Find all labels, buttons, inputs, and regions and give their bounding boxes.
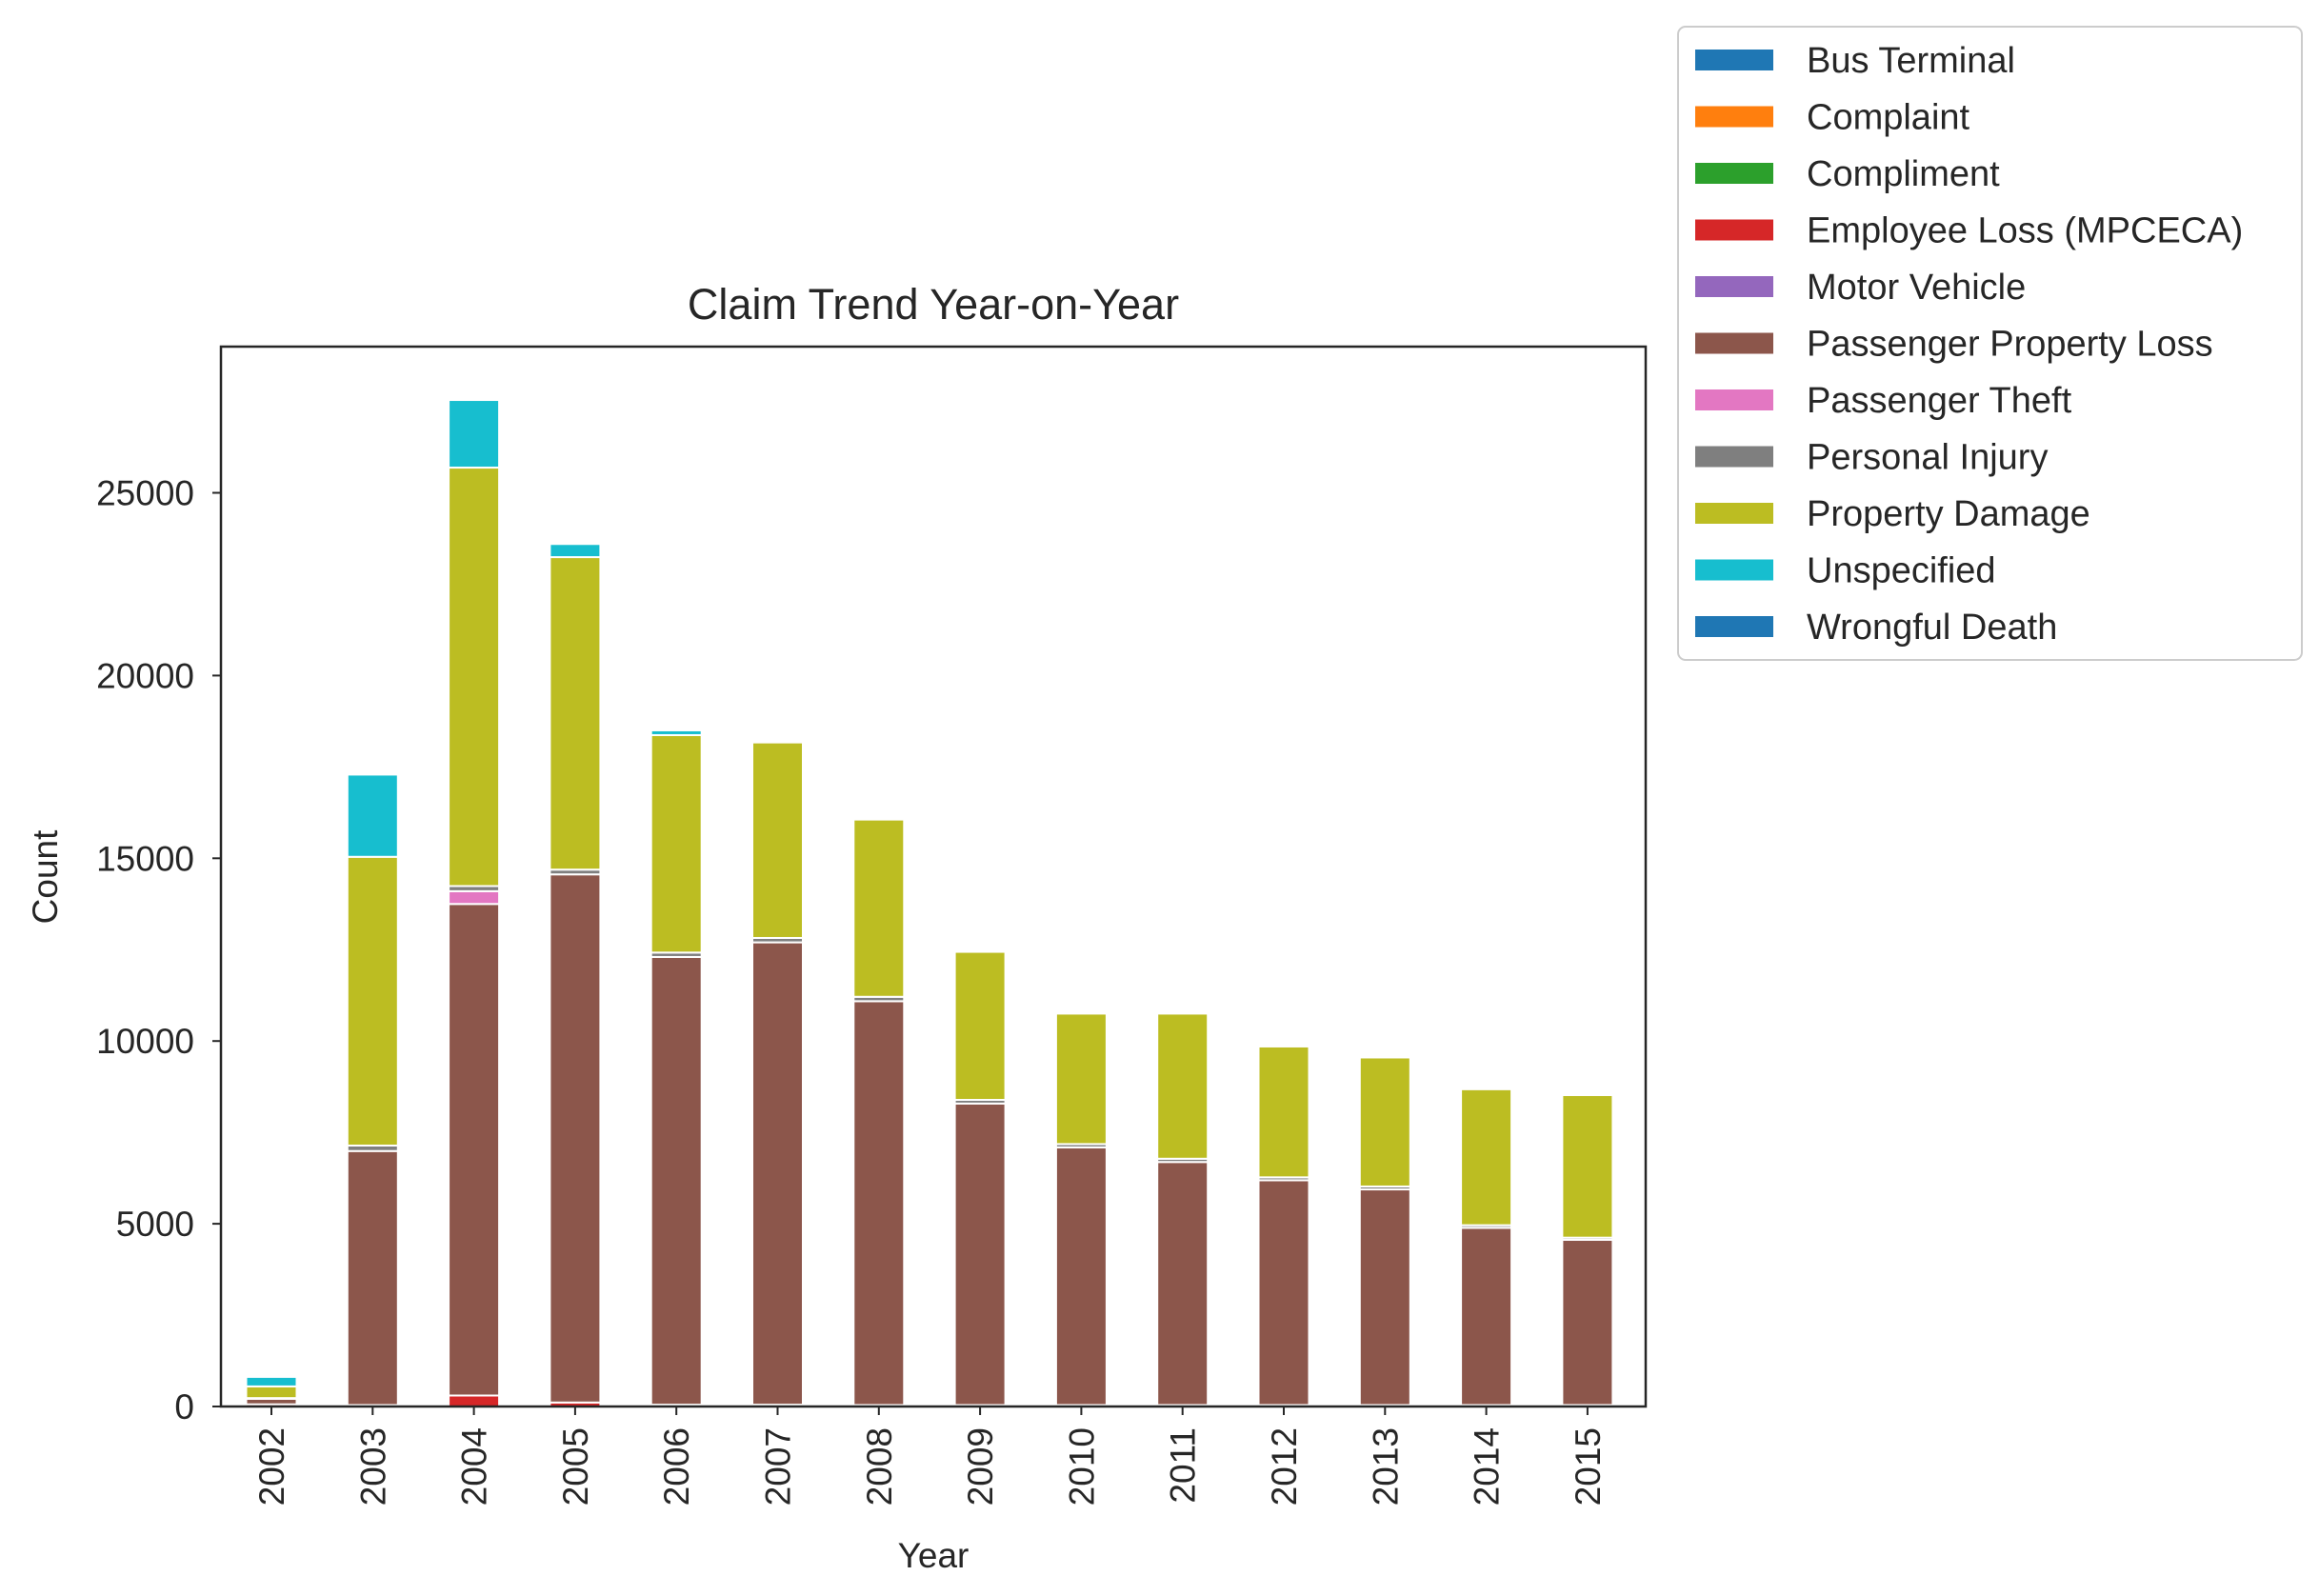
- bar-segment-2003-series-8: [346, 855, 399, 1147]
- bar-segment-2005-series-5: [549, 873, 602, 1404]
- bar-segment-2008-series-5: [852, 1000, 906, 1406]
- bar-segment-2009-series-8: [953, 950, 1007, 1101]
- x-tick-label-2009: 2009: [961, 1427, 1000, 1506]
- bar-segment-2005-series-8: [549, 556, 602, 871]
- x-tick-label-2011: 2011: [1164, 1427, 1203, 1504]
- bar-segment-2013-series-5: [1358, 1188, 1411, 1406]
- x-tick-label-2008: 2008: [860, 1427, 899, 1506]
- legend-label-10: Wrongful Death: [1807, 608, 2057, 648]
- x-axis-ticks: 2002 2003 2004 2005 2006 2007 2008 2009 2010 2011…: [252, 1406, 1608, 1506]
- legend-swatch-0: [1695, 50, 1773, 70]
- bar-segment-2004-series-8: [448, 467, 501, 888]
- legend-label-5: Passenger Property Loss: [1807, 325, 2213, 365]
- bar-segment-2002-series-8: [245, 1385, 298, 1400]
- bar-segment-2009-series-5: [953, 1102, 1007, 1406]
- legend-swatch-7: [1695, 446, 1773, 468]
- y-tick-label-5000: 5000: [116, 1205, 194, 1244]
- bar-segment-2003-series-9: [346, 773, 399, 858]
- x-tick-label-2012: 2012: [1265, 1427, 1304, 1506]
- legend-label-4: Motor Vehicle: [1807, 268, 2026, 308]
- bar-segment-2012-series-8: [1257, 1045, 1310, 1179]
- x-tick-label-2004: 2004: [455, 1427, 494, 1506]
- y-tick-label-25000: 25000: [96, 474, 194, 513]
- legend-label-8: Property Damage: [1807, 494, 2090, 534]
- legend-swatch-9: [1695, 559, 1773, 581]
- legend-label-9: Unspecified: [1807, 551, 1996, 591]
- legend-swatch-4: [1695, 276, 1773, 297]
- legend: Bus Terminal Complaint Compliment Employee …: [1677, 26, 2303, 661]
- x-tick-label-2014: 2014: [1468, 1427, 1507, 1506]
- legend-frame: [1677, 26, 2303, 661]
- x-tick-label-2002: 2002: [252, 1427, 291, 1506]
- legend-label-0: Bus Terminal: [1807, 41, 2015, 81]
- x-axis-label: Year: [898, 1536, 970, 1575]
- bars-layer: [245, 399, 1614, 1408]
- x-tick-label-2003: 2003: [353, 1427, 392, 1506]
- legend-swatch-1: [1695, 106, 1773, 128]
- y-tick-label-0: 0: [174, 1387, 194, 1426]
- bar-segment-2007-series-5: [751, 941, 804, 1406]
- bar-segment-2015-series-8: [1561, 1094, 1614, 1239]
- legend-label-6: Passenger Theft: [1807, 381, 2072, 421]
- legend-label-7: Personal Injury: [1807, 438, 2048, 478]
- bar-segment-2010-series-5: [1054, 1146, 1108, 1406]
- bar-segment-2012-series-5: [1257, 1179, 1310, 1406]
- bar-segment-2006-series-8: [650, 733, 703, 954]
- bar-segment-2004-series-5: [448, 903, 501, 1397]
- x-tick-label-2013: 2013: [1366, 1427, 1405, 1506]
- bar-segment-2006-series-5: [650, 955, 703, 1406]
- bar-segment-2007-series-8: [751, 741, 804, 939]
- legend-swatch-3: [1695, 219, 1773, 241]
- chart-title: Claim Trend Year-on-Year: [688, 280, 1179, 329]
- bar-segment-2013-series-8: [1358, 1056, 1411, 1187]
- bar-segment-2014-series-5: [1460, 1227, 1513, 1406]
- x-tick-label-2015: 2015: [1569, 1427, 1608, 1506]
- x-tick-label-2010: 2010: [1062, 1427, 1101, 1506]
- bar-segment-2004-series-6: [448, 889, 501, 906]
- y-tick-label-20000: 20000: [96, 656, 194, 695]
- legend-label-2: Compliment: [1807, 154, 2000, 194]
- bar-segment-2015-series-5: [1561, 1238, 1614, 1406]
- bar-segment-2005-series-9: [549, 543, 602, 559]
- bar-segment-2010-series-8: [1054, 1012, 1108, 1146]
- x-tick-label-2005: 2005: [556, 1427, 595, 1506]
- x-tick-label-2006: 2006: [657, 1427, 696, 1506]
- y-axis-ticks: 0 5000 10000 15000 20000 25000: [96, 474, 221, 1426]
- legend-swatch-5: [1695, 332, 1773, 354]
- legend-swatch-2: [1695, 163, 1773, 184]
- bar-segment-2011-series-5: [1156, 1161, 1209, 1406]
- bar-segment-2006-series-9: [650, 728, 703, 736]
- bar-segment-2011-series-8: [1156, 1012, 1209, 1160]
- bar-segment-2014-series-8: [1460, 1087, 1513, 1227]
- legend-label-3: Employee Loss (MPCECA): [1807, 211, 2243, 251]
- legend-items: Bus Terminal Complaint Compliment Employee …: [1695, 41, 2243, 648]
- y-axis-label: Count: [26, 829, 65, 924]
- y-tick-label-15000: 15000: [96, 839, 194, 878]
- bar-segment-2002-series-9: [245, 1375, 298, 1387]
- bar-segment-2003-series-5: [346, 1149, 399, 1406]
- legend-label-1: Complaint: [1807, 98, 1970, 138]
- plot-frame: [219, 345, 1648, 1408]
- legend-swatch-6: [1695, 389, 1773, 410]
- bar-segment-2004-series-3: [448, 1394, 501, 1407]
- x-tick-label-2007: 2007: [759, 1427, 798, 1506]
- bar-segment-2004-series-9: [448, 399, 501, 469]
- legend-swatch-10: [1695, 616, 1773, 637]
- bar-segment-2008-series-8: [852, 818, 906, 998]
- legend-swatch-8: [1695, 503, 1773, 524]
- y-tick-label-10000: 10000: [96, 1022, 194, 1061]
